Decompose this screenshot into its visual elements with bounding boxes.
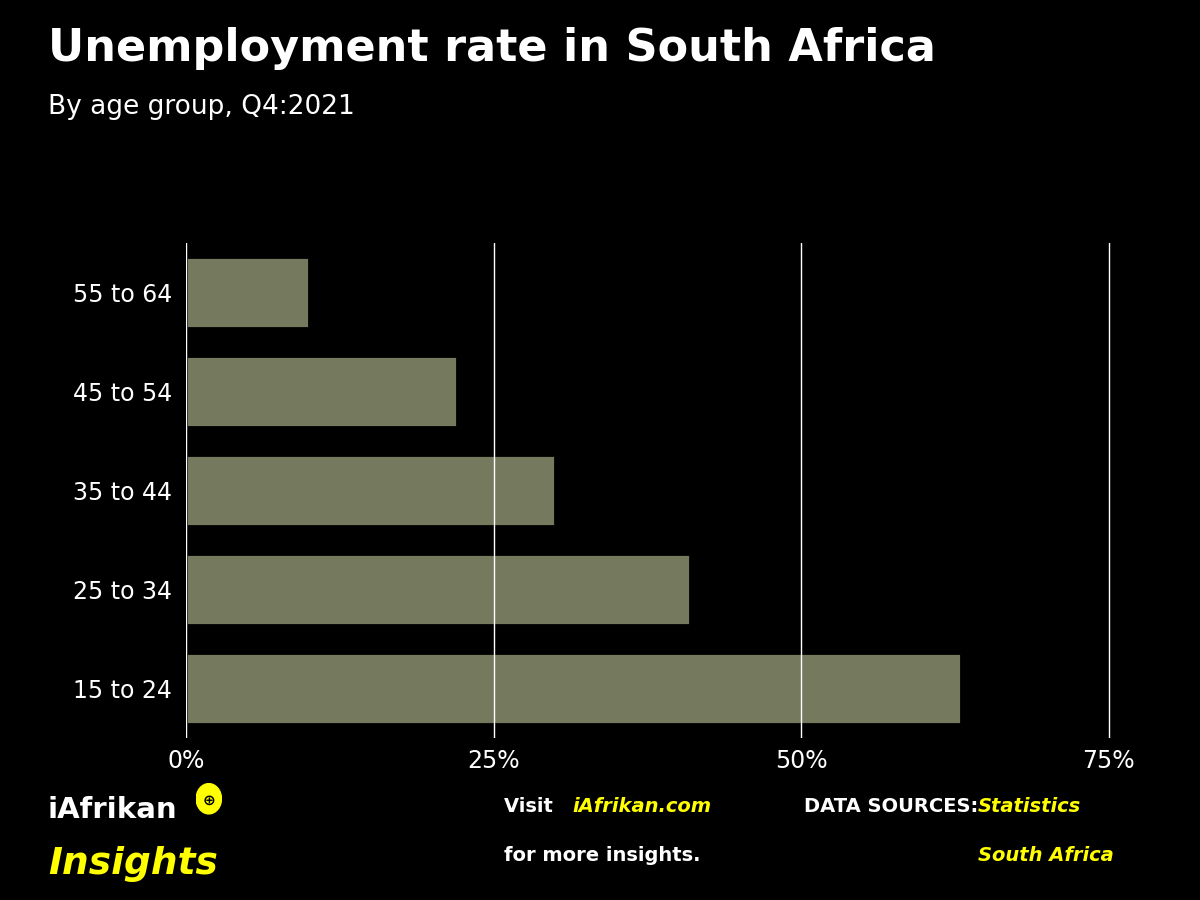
- Text: Statistics: Statistics: [978, 796, 1081, 815]
- Bar: [186, 652, 961, 724]
- Text: iAfrikan.com: iAfrikan.com: [572, 796, 712, 815]
- Bar: [186, 554, 690, 626]
- Text: South Africa: South Africa: [978, 846, 1114, 865]
- Text: DATA SOURCES:: DATA SOURCES:: [804, 796, 985, 815]
- Bar: [186, 356, 457, 427]
- Bar: [186, 454, 554, 526]
- Text: iAfrikan: iAfrikan: [48, 796, 178, 824]
- Text: Insights: Insights: [48, 846, 218, 882]
- Bar: [186, 256, 310, 328]
- Circle shape: [196, 784, 222, 814]
- Text: ⊕: ⊕: [203, 793, 215, 808]
- Text: By age group, Q4:2021: By age group, Q4:2021: [48, 94, 355, 121]
- Text: Visit: Visit: [504, 796, 559, 815]
- Text: Unemployment rate in South Africa: Unemployment rate in South Africa: [48, 27, 936, 70]
- Text: for more insights.: for more insights.: [504, 846, 701, 865]
